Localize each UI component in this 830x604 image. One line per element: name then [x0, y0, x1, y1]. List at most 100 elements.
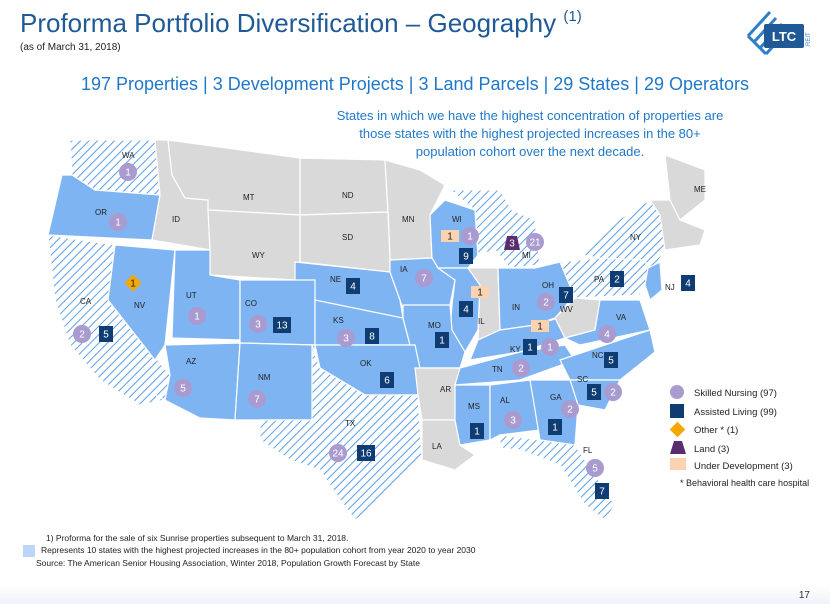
assisted-living-marker-oh: 7	[559, 287, 573, 303]
state-nd	[299, 157, 389, 216]
under-development-marker-wi: 1	[441, 230, 459, 243]
assisted-living-marker-ne: 4	[346, 278, 360, 294]
page-number: 17	[798, 590, 810, 601]
state-label-ne: NE	[330, 275, 341, 284]
legend-item-assisted-living: Assisted Living (99)	[670, 404, 777, 420]
skilled-nursing-marker-or: 1	[109, 213, 127, 231]
marker-count: 3	[509, 239, 515, 250]
marker-count: 1	[439, 336, 445, 347]
assisted-living-marker-ms: 1	[470, 423, 484, 439]
legend-item-land: Land (3)	[670, 441, 729, 457]
state-label-al: AL	[500, 396, 510, 405]
state-label-sc: SC	[577, 375, 588, 384]
assisted-living-marker-sc: 5	[587, 384, 601, 400]
marker-count: 2	[79, 330, 85, 341]
marker-count: 1	[552, 423, 558, 434]
state-label-mt: MT	[243, 193, 255, 202]
state-sd	[299, 211, 391, 273]
assisted-living-marker-il: 4	[459, 301, 473, 317]
skilled-nursing-marker-wi: 1	[461, 227, 479, 245]
assisted-living-marker-wi: 9	[459, 248, 473, 264]
marker-count: 24	[332, 449, 344, 460]
state-al	[489, 379, 541, 441]
skilled-nursing-marker-va: 4	[598, 325, 616, 343]
state-label-va: VA	[616, 313, 627, 322]
marker-count: 2	[567, 405, 573, 416]
marker-count: 7	[599, 487, 605, 498]
marker-count: 5	[592, 464, 598, 475]
state-label-az: AZ	[186, 357, 196, 366]
marker-count: 7	[563, 291, 569, 302]
state-label-in: IN	[512, 303, 520, 312]
marker-count: 2	[614, 275, 620, 286]
skilled-nursing-marker-oh: 2	[537, 293, 555, 311]
skilled-nursing-marker-al: 3	[504, 411, 522, 429]
state-label-co: CO	[245, 299, 257, 308]
marker-count: 1	[527, 343, 533, 354]
skilled-nursing-marker-az: 5	[174, 379, 192, 397]
state-label-nv: NV	[134, 301, 146, 310]
state-label-nc: NC	[592, 351, 604, 360]
state-label-or: OR	[95, 208, 107, 217]
marker-count: 1	[474, 427, 480, 438]
assisted-living-marker-ky: 1	[523, 339, 537, 355]
skilled-nursing-marker-tx: 24	[329, 444, 347, 462]
skilled-nursing-marker-nm: 7	[248, 390, 266, 408]
land-marker-mi: 3	[504, 236, 520, 250]
skilled-nursing-marker-ks: 3	[337, 329, 355, 347]
state-fl	[499, 434, 616, 521]
state-label-wi: WI	[452, 215, 462, 224]
marker-count: 3	[510, 416, 516, 427]
skilled-nursing-marker-ia: 7	[415, 269, 433, 287]
marker-count: 13	[276, 321, 288, 332]
skilled-nursing-marker-mi: 21	[526, 233, 544, 251]
footer-bar	[0, 585, 830, 604]
assisted-living-marker-mo: 1	[435, 332, 449, 348]
legend-item-other: Other * (1)	[669, 421, 738, 438]
marker-count: 1	[467, 232, 473, 243]
assisted-living-marker-nc: 5	[604, 352, 618, 368]
marker-count: 1	[547, 343, 553, 354]
state-label-mn: MN	[402, 215, 415, 224]
marker-count: 3	[343, 334, 349, 345]
footnotes: 1) Proforma for the sale of six Sunrise …	[23, 532, 475, 569]
assisted-living-marker-tx: 16	[357, 445, 375, 461]
state-va	[563, 299, 651, 346]
state-label-ms: MS	[468, 402, 480, 411]
state-label-fl: FL	[583, 446, 593, 455]
assisted-living-marker-ga: 1	[548, 419, 562, 435]
state-label-ks: KS	[333, 316, 344, 325]
skilled-nursing-marker-wa: 1	[119, 163, 137, 181]
state-label-ar: AR	[440, 385, 451, 394]
land-icon	[670, 441, 686, 454]
state-label-nj: NJ	[665, 283, 675, 292]
marker-count: 6	[384, 376, 390, 387]
state-label-nd: ND	[342, 191, 354, 200]
skilled-nursing-marker-fl: 5	[586, 459, 604, 477]
marker-count: 1	[477, 288, 483, 299]
state-pa	[559, 257, 651, 299]
skilled-nursing-marker-ut: 1	[188, 307, 206, 325]
state-ar	[414, 367, 461, 421]
state-ny	[578, 199, 666, 277]
marker-count: 2	[610, 388, 616, 399]
assisted-living-marker-pa: 2	[610, 271, 624, 287]
state-label-oh: OH	[542, 281, 554, 290]
state-label-sd: SD	[342, 233, 353, 242]
under-development-marker-il: 1	[471, 286, 489, 299]
state-nj	[644, 261, 663, 302]
state-label-wv: WV	[560, 305, 574, 314]
marker-count: 4	[604, 330, 610, 341]
logo-text: LTC	[772, 29, 797, 44]
marker-count: 8	[369, 332, 375, 343]
behavioral-note: * Behavioral health care hospital	[680, 478, 810, 488]
skilled-nursing-marker-ga: 2	[561, 400, 579, 418]
assisted-living-marker-ca: 5	[99, 326, 113, 342]
marker-count: 1	[130, 279, 136, 290]
state-label-la: LA	[432, 442, 442, 451]
state-tx	[259, 344, 423, 521]
skilled-nursing-marker-sc: 2	[604, 383, 622, 401]
state-label-ga: GA	[550, 393, 562, 402]
